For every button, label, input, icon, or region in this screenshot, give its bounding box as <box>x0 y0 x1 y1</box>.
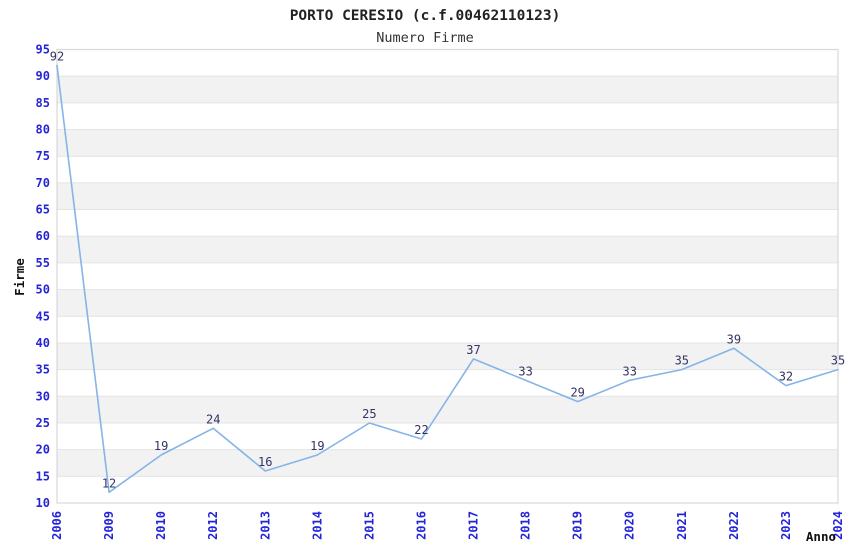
x-tick-label: 2017 <box>467 511 481 540</box>
x-tick-label: 2023 <box>779 511 793 540</box>
plot-band <box>57 262 838 290</box>
plot-band <box>57 182 838 210</box>
plot-border <box>56 48 839 504</box>
plot-band <box>57 156 838 183</box>
data-point-label: 24 <box>206 412 220 426</box>
y-tick-label: 85 <box>36 96 50 110</box>
data-point-label: 19 <box>310 439 324 453</box>
data-point-label: 39 <box>727 332 741 346</box>
y-tick-label: 50 <box>36 283 50 297</box>
y-tick-label: 95 <box>36 43 50 57</box>
data-point-label: 22 <box>414 423 428 437</box>
chart-title: PORTO CERESIO (c.f.00462110123) <box>290 8 561 24</box>
plot-band <box>57 209 838 237</box>
y-axis-tick-labels: 10 15 20 25 30 35 40 45 50 55 60 65 70 75 80 85 90 95 <box>36 43 50 511</box>
y-tick-label: 40 <box>36 336 50 350</box>
x-tick-label: 2022 <box>727 511 741 540</box>
data-point-label: 16 <box>258 455 272 469</box>
y-tick-label: 15 <box>36 469 50 483</box>
y-tick-label: 70 <box>36 176 50 190</box>
x-tick-label: 2024 <box>831 511 845 540</box>
series-polyline <box>56 64 839 494</box>
y-tick-label: 30 <box>36 389 50 403</box>
chart-subtitle: Numero Firme <box>376 30 474 46</box>
y-tick-label: 55 <box>36 256 50 270</box>
x-tick-label: 2020 <box>623 511 637 540</box>
plot-band <box>57 102 838 130</box>
y-tick-label: 10 <box>36 496 50 510</box>
y-tick-label: 25 <box>36 416 50 430</box>
data-point-label: 32 <box>779 370 793 384</box>
y-tick-label: 80 <box>36 123 50 137</box>
data-point-label: 33 <box>623 364 637 378</box>
x-tick-label: 2015 <box>362 511 376 540</box>
x-tick-label: 2021 <box>675 511 689 540</box>
x-tick-label: 2012 <box>206 511 220 540</box>
y-tick-label: 65 <box>36 203 50 217</box>
plot-gridlines <box>57 49 838 504</box>
x-axis-tick-labels: 2006 2009 2010 2012 2013 2014 2015 2016 2017 2018… <box>50 511 845 540</box>
data-value-labels: 92 12 19 24 16 19 25 22 37 33 29 33 35 39 32 35 <box>50 50 845 491</box>
plot-border-rect <box>56 48 839 504</box>
x-axis-title: Anno <box>806 529 836 544</box>
plot-band <box>57 422 838 450</box>
y-tick-label: 60 <box>36 229 50 243</box>
x-tick-label: 2014 <box>310 511 324 540</box>
x-tick-label: 2006 <box>50 511 64 540</box>
plot-band <box>57 76 838 103</box>
y-tick-label: 35 <box>36 363 50 377</box>
plot-band <box>57 129 838 157</box>
data-point-label: 35 <box>831 354 845 368</box>
y-axis-title: Firme <box>12 258 27 296</box>
plot-band <box>57 476 838 503</box>
x-tick-label: 2009 <box>102 511 116 540</box>
x-tick-label: 2013 <box>258 511 272 540</box>
y-tick-label: 45 <box>36 309 50 323</box>
data-point-label: 35 <box>675 354 689 368</box>
plot-band <box>57 342 838 370</box>
plot-band <box>57 316 838 343</box>
y-tick-label: 90 <box>36 69 50 83</box>
plot-band <box>57 289 838 317</box>
data-point-label: 25 <box>362 407 376 421</box>
data-point-label: 19 <box>154 439 168 453</box>
plot-band <box>57 449 838 477</box>
x-tick-label: 2018 <box>519 511 533 540</box>
plot-band <box>57 396 838 423</box>
plot-band <box>57 369 838 397</box>
y-tick-label: 20 <box>36 443 50 457</box>
plot-bands <box>57 49 838 503</box>
plot-band <box>57 236 838 263</box>
data-point-label: 29 <box>570 386 584 400</box>
x-tick-label: 2016 <box>414 511 428 540</box>
data-point-label: 12 <box>102 476 116 490</box>
data-point-label: 33 <box>518 364 532 378</box>
y-tick-label: 75 <box>36 149 50 163</box>
data-series-line <box>56 64 839 494</box>
plot-band <box>57 49 838 77</box>
x-tick-label: 2010 <box>154 511 168 540</box>
x-tick-label: 2019 <box>571 511 585 540</box>
data-point-label: 37 <box>466 343 480 357</box>
data-point-label: 92 <box>50 50 64 64</box>
